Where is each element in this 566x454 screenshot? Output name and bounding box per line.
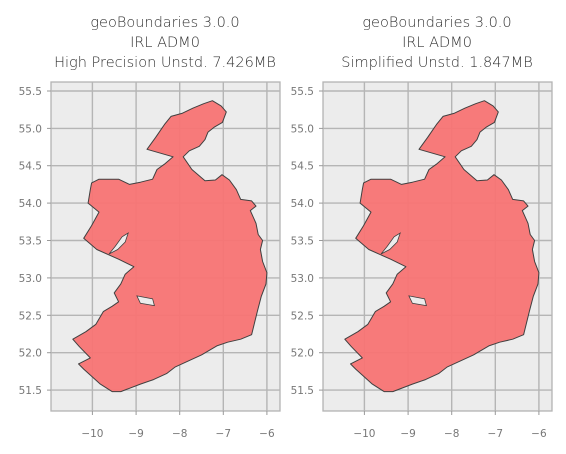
y-axis-ticks: 51.5 52.0 52.5 53.0 53.5 54.0 54.5 55.0 55.5	[291, 86, 323, 397]
panel-title-line-3: High Precision Unstd. 7.426MB	[54, 55, 276, 71]
y-tick-label: 54.5	[19, 161, 42, 173]
lough-outline	[108, 232, 129, 255]
y-tick-label: 52.0	[19, 348, 42, 360]
panel-title-line-2: IRL ADM0	[402, 35, 472, 51]
ireland-boundary-polygon	[344, 100, 540, 393]
y-tick-label: 52.5	[19, 310, 42, 322]
x-axis-ticks: −10 −9 −8 −7 −6	[81, 411, 275, 440]
ireland-boundary-polygon	[72, 100, 268, 393]
panel-title-line-1: geoBoundaries 3.0.0	[90, 15, 239, 31]
ireland-map	[72, 100, 268, 393]
y-tick-label: 53.0	[19, 273, 42, 285]
x-tick-label: −9	[400, 428, 415, 440]
x-tick-label: −7	[216, 428, 231, 440]
x-tick-label: −6	[531, 428, 547, 440]
y-tick-label: 53.5	[291, 236, 314, 248]
y-tick-label: 51.5	[19, 385, 42, 397]
y-tick-label: 53.5	[19, 236, 42, 248]
lough-outline	[136, 295, 155, 307]
y-axis-ticks: 51.5 52.0 52.5 53.0 53.5 54.0 54.5 55.0 55.5	[19, 86, 51, 397]
y-tick-label: 52.5	[291, 310, 314, 322]
x-tick-label: −6	[259, 428, 275, 440]
y-tick-label: 54.0	[19, 198, 42, 210]
y-tick-label: 53.0	[291, 273, 314, 285]
panel-title-line-1: geoBoundaries 3.0.0	[362, 15, 511, 31]
x-tick-label: −8	[172, 428, 187, 440]
x-tick-label: −10	[353, 428, 375, 440]
x-tick-label: −8	[444, 428, 459, 440]
y-tick-label: 55.5	[19, 86, 42, 98]
panel-simplified: geoBoundaries 3.0.0 IRL ADM0 Simplified …	[291, 15, 553, 440]
panel-high-precision: geoBoundaries 3.0.0 IRL ADM0 High Precis…	[19, 15, 281, 440]
y-tick-label: 54.0	[291, 198, 314, 210]
ireland-map	[344, 100, 540, 393]
panel-title-line-2: IRL ADM0	[130, 35, 200, 51]
y-tick-label: 52.0	[291, 348, 314, 360]
lough-outline	[408, 295, 427, 307]
y-tick-label: 55.5	[291, 86, 314, 98]
x-tick-label: −9	[128, 428, 143, 440]
x-axis-ticks: −10 −9 −8 −7 −6	[353, 411, 547, 440]
lough-outline	[380, 232, 401, 255]
y-tick-label: 54.5	[291, 161, 314, 173]
x-tick-label: −7	[488, 428, 503, 440]
y-tick-label: 55.0	[19, 123, 42, 135]
x-tick-label: −10	[81, 428, 103, 440]
panel-title-line-3: Simplified Unstd. 1.847MB	[341, 55, 532, 71]
y-tick-label: 51.5	[291, 385, 314, 397]
y-tick-label: 55.0	[291, 123, 314, 135]
